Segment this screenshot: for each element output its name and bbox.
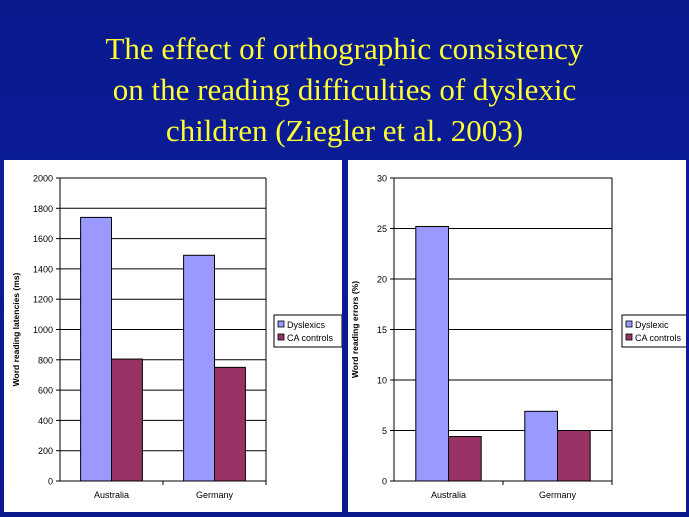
x-tick-label: Germany bbox=[539, 490, 577, 500]
title-line-2: on the reading difficulties of dyslexic bbox=[112, 72, 577, 107]
legend-swatch-1 bbox=[625, 333, 633, 341]
legend-swatch-0 bbox=[277, 320, 285, 328]
y-tick-label: 30 bbox=[377, 174, 387, 184]
y-tick-label: 25 bbox=[377, 224, 387, 234]
x-tick-label: Australia bbox=[431, 490, 466, 500]
y-axis-label: Word reading errors (%) bbox=[350, 281, 360, 378]
bar-0-1-1 bbox=[214, 366, 246, 482]
x-tick-label: Germany bbox=[196, 490, 234, 500]
bar-1-1-1 bbox=[557, 430, 591, 482]
y-tick-label: 2000 bbox=[33, 174, 53, 184]
y-tick-label: 800 bbox=[38, 355, 53, 365]
errors-chart: 0 5 10 15 20 25 30 Australia Germany Word reading… bbox=[350, 174, 686, 500]
y-tick-label: 1200 bbox=[33, 295, 53, 305]
y-tick-label: 400 bbox=[38, 416, 53, 426]
y-tick-label: 0 bbox=[382, 477, 387, 487]
latency-chart-panel: 0 200 400 600 800 1000 1200 1400 1600 1800 2000 Aus… bbox=[4, 160, 342, 512]
y-tick-label: 10 bbox=[377, 376, 387, 386]
title-line-1: The effect of orthographic consistency bbox=[105, 31, 584, 66]
errors-chart-panel: 0 5 10 15 20 25 30 Australia Germany Word reading… bbox=[348, 160, 686, 512]
y-tick-label: 5 bbox=[382, 426, 387, 436]
bar-1-0-1 bbox=[524, 410, 559, 482]
y-tick-label: 1600 bbox=[33, 234, 53, 244]
y-tick-label: 15 bbox=[377, 325, 387, 335]
title-line-3: children (Ziegler et al. 2003) bbox=[165, 113, 524, 148]
legend-box bbox=[621, 314, 686, 348]
y-axis-label: Word reading latencies (ms) bbox=[11, 272, 21, 386]
legend-label-1: CA controls bbox=[287, 333, 334, 343]
bar-1-1-0 bbox=[448, 436, 482, 482]
legend-box bbox=[273, 314, 342, 348]
y-tick-label: 1800 bbox=[33, 204, 53, 214]
y-tick-label: 200 bbox=[38, 446, 53, 456]
bar-0-1-0 bbox=[111, 358, 143, 482]
latency-chart: 0 200 400 600 800 1000 1200 1400 1600 1800 2000 Aus… bbox=[11, 174, 342, 500]
y-tick-label: 600 bbox=[38, 386, 53, 396]
x-tick-label: Australia bbox=[94, 490, 129, 500]
y-tick-label: 1000 bbox=[33, 325, 53, 335]
bar-0-0-0 bbox=[80, 216, 112, 482]
legend-swatch-0 bbox=[625, 320, 633, 328]
legend-label-1: CA controls bbox=[635, 333, 682, 343]
y-tick-label: 20 bbox=[377, 275, 387, 285]
legend-label-0: Dyslexic bbox=[635, 320, 669, 330]
slide-title: The effect of orthographic consistency o… bbox=[0, 28, 689, 151]
legend-label-0: Dyslexics bbox=[287, 320, 326, 330]
y-tick-label: 0 bbox=[48, 477, 53, 487]
bar-0-0-1 bbox=[183, 254, 216, 482]
bar-1-0-0 bbox=[415, 225, 450, 482]
y-tick-label: 1400 bbox=[33, 264, 53, 274]
legend-swatch-1 bbox=[277, 333, 285, 341]
